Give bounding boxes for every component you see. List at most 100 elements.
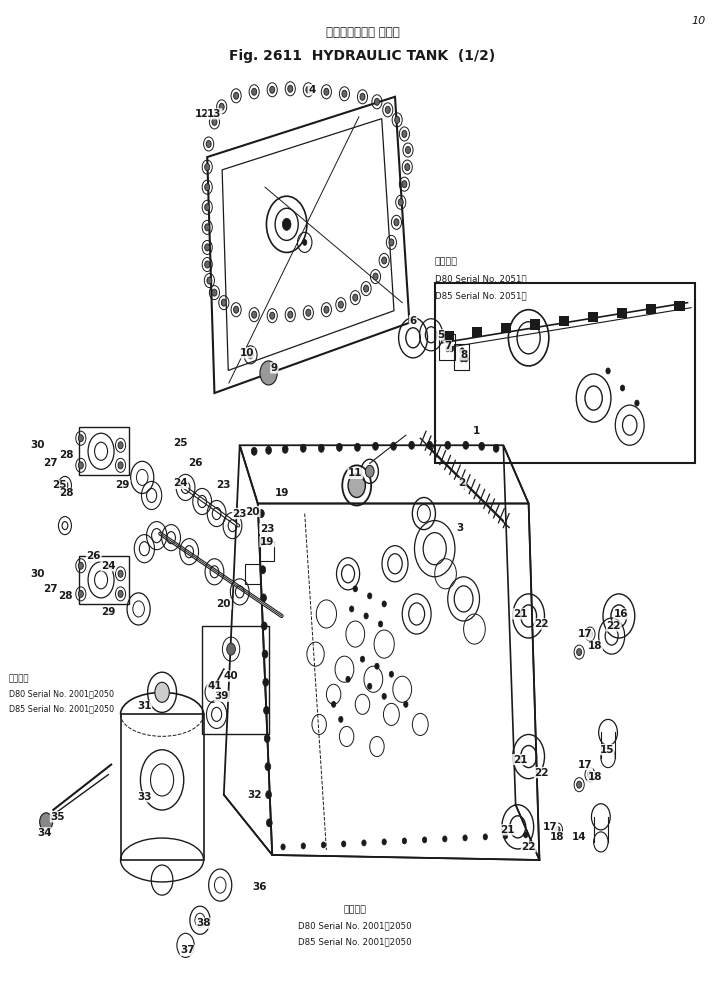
- Bar: [120, 714, 204, 860]
- Circle shape: [446, 337, 450, 343]
- Bar: [559, 316, 569, 325]
- Circle shape: [40, 813, 53, 831]
- Text: 10: 10: [240, 347, 254, 357]
- Circle shape: [259, 510, 265, 518]
- Circle shape: [262, 651, 268, 659]
- Text: 23: 23: [260, 524, 275, 534]
- Text: 32: 32: [247, 789, 262, 800]
- Text: D80 Serial No. 2001～2050: D80 Serial No. 2001～2050: [9, 689, 114, 698]
- Text: 18: 18: [550, 832, 565, 842]
- Circle shape: [270, 312, 275, 319]
- Circle shape: [391, 442, 397, 450]
- Circle shape: [204, 163, 210, 170]
- Circle shape: [587, 630, 592, 637]
- Circle shape: [348, 473, 365, 497]
- Circle shape: [288, 86, 293, 93]
- Circle shape: [355, 443, 360, 451]
- Text: 14: 14: [572, 832, 587, 842]
- Circle shape: [300, 444, 306, 452]
- Text: 31: 31: [137, 701, 152, 711]
- Text: 25: 25: [173, 438, 188, 448]
- Circle shape: [118, 442, 123, 449]
- Circle shape: [306, 87, 311, 94]
- Text: 28: 28: [59, 488, 74, 498]
- Circle shape: [402, 838, 407, 844]
- Text: 23: 23: [233, 509, 247, 519]
- Text: 28: 28: [59, 450, 74, 460]
- Text: ハイドロリック タンク: ハイドロリック タンク: [326, 26, 399, 39]
- Circle shape: [260, 361, 277, 385]
- Circle shape: [339, 716, 343, 722]
- Text: 20: 20: [246, 507, 260, 517]
- Bar: [246, 564, 260, 584]
- Circle shape: [227, 643, 236, 656]
- Circle shape: [463, 441, 468, 449]
- Circle shape: [503, 833, 508, 839]
- Text: 21: 21: [513, 754, 527, 764]
- Circle shape: [233, 306, 239, 313]
- Text: 22: 22: [534, 619, 549, 629]
- Circle shape: [493, 444, 499, 452]
- Text: 13: 13: [207, 109, 222, 119]
- Circle shape: [483, 834, 487, 840]
- Circle shape: [373, 442, 378, 450]
- Circle shape: [382, 693, 386, 699]
- Circle shape: [252, 311, 257, 318]
- Circle shape: [446, 345, 450, 351]
- Text: 9: 9: [271, 363, 278, 373]
- Text: D80 Serial No. 2001～2050: D80 Serial No. 2001～2050: [299, 921, 412, 930]
- Text: 26: 26: [188, 458, 202, 468]
- Text: 33: 33: [137, 792, 152, 802]
- Circle shape: [206, 140, 211, 147]
- Circle shape: [78, 562, 83, 569]
- Text: 34: 34: [38, 828, 52, 838]
- Circle shape: [336, 443, 342, 451]
- Circle shape: [288, 311, 293, 318]
- Text: 16: 16: [614, 609, 629, 619]
- Text: 40: 40: [224, 672, 239, 681]
- Circle shape: [262, 622, 268, 630]
- Text: 1: 1: [473, 426, 480, 436]
- Circle shape: [267, 819, 272, 827]
- Circle shape: [576, 649, 581, 656]
- Circle shape: [252, 447, 257, 455]
- Text: 2: 2: [458, 478, 465, 488]
- Circle shape: [374, 99, 379, 106]
- Text: 11: 11: [348, 468, 362, 478]
- Text: Fig. 2611  HYDRAULIC TANK  (1/2): Fig. 2611 HYDRAULIC TANK (1/2): [229, 48, 496, 62]
- Circle shape: [478, 442, 484, 450]
- Text: D85 Serial No. 2001～2050: D85 Serial No. 2001～2050: [299, 938, 412, 947]
- Bar: [472, 327, 482, 337]
- Circle shape: [523, 832, 528, 838]
- Circle shape: [349, 606, 354, 612]
- Circle shape: [263, 679, 268, 686]
- Text: 24: 24: [173, 478, 188, 488]
- Circle shape: [282, 219, 291, 231]
- Circle shape: [460, 355, 464, 362]
- Circle shape: [409, 441, 415, 449]
- Circle shape: [381, 257, 386, 264]
- Bar: [454, 343, 469, 370]
- Text: 19: 19: [260, 537, 274, 547]
- Text: 適用番号: 適用番号: [9, 675, 29, 683]
- Text: 26: 26: [86, 551, 101, 561]
- Circle shape: [404, 701, 408, 707]
- Circle shape: [265, 762, 270, 770]
- Text: 3: 3: [456, 523, 463, 533]
- Circle shape: [270, 87, 275, 94]
- Text: 10: 10: [692, 16, 705, 26]
- Circle shape: [450, 345, 454, 351]
- Text: D80 Serial No. 2051～: D80 Serial No. 2051～: [435, 275, 526, 284]
- Circle shape: [204, 224, 210, 231]
- Circle shape: [302, 240, 307, 246]
- Circle shape: [221, 299, 226, 306]
- Circle shape: [635, 400, 639, 406]
- Circle shape: [427, 441, 433, 449]
- Circle shape: [378, 621, 383, 627]
- Circle shape: [398, 198, 403, 205]
- Circle shape: [460, 347, 464, 353]
- Text: 19: 19: [275, 488, 289, 498]
- Text: 5: 5: [437, 329, 444, 339]
- Text: 21: 21: [500, 825, 514, 835]
- Bar: [501, 323, 511, 333]
